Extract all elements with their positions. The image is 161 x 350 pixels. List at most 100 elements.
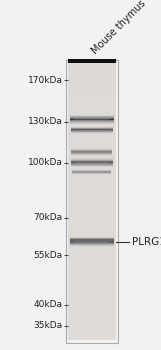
Bar — [68, 188, 116, 194]
Bar — [70, 245, 114, 246]
Bar — [68, 194, 116, 201]
Bar — [70, 119, 114, 120]
Bar — [68, 111, 116, 118]
Bar — [70, 242, 114, 243]
Bar — [68, 208, 116, 215]
Text: Mouse thymus: Mouse thymus — [90, 0, 147, 56]
Text: 70kDa: 70kDa — [33, 214, 63, 223]
Bar — [71, 132, 113, 133]
Bar — [71, 166, 113, 167]
Text: PLRG1: PLRG1 — [132, 237, 161, 247]
Bar — [68, 146, 116, 153]
Bar — [68, 284, 116, 291]
Bar — [68, 215, 116, 222]
Text: 55kDa: 55kDa — [33, 251, 63, 260]
Bar — [70, 237, 114, 238]
Bar — [68, 59, 116, 63]
Bar — [71, 127, 113, 128]
Bar — [68, 167, 116, 174]
Bar — [68, 160, 116, 167]
Bar — [71, 153, 112, 154]
Bar — [74, 241, 109, 243]
Bar — [70, 244, 114, 245]
Bar — [66, 60, 118, 343]
Bar — [68, 139, 116, 146]
Bar — [70, 118, 114, 119]
Bar — [70, 121, 114, 122]
Bar — [71, 133, 113, 134]
Bar — [75, 162, 109, 164]
Bar — [68, 250, 116, 257]
Bar — [70, 238, 114, 239]
Bar — [70, 238, 114, 239]
Bar — [74, 118, 109, 121]
Bar — [68, 63, 116, 340]
Bar — [68, 174, 116, 181]
Bar — [70, 123, 114, 124]
Bar — [68, 271, 116, 277]
Bar — [71, 164, 113, 165]
Bar — [68, 312, 116, 319]
Bar — [68, 118, 116, 125]
Bar — [68, 236, 116, 243]
Bar — [68, 264, 116, 270]
Bar — [70, 116, 114, 117]
Bar — [71, 150, 112, 151]
Bar — [68, 91, 116, 98]
Bar — [68, 98, 116, 105]
Bar — [71, 150, 112, 151]
Bar — [70, 246, 114, 247]
Bar — [70, 122, 114, 123]
Bar — [71, 152, 112, 153]
Bar — [68, 63, 116, 70]
Bar — [68, 319, 116, 326]
Bar — [68, 125, 116, 132]
Text: 130kDa: 130kDa — [28, 117, 63, 126]
Bar — [71, 160, 113, 161]
Bar — [71, 132, 113, 133]
Bar — [71, 155, 112, 156]
Bar — [68, 305, 116, 312]
Bar — [71, 154, 112, 155]
Bar — [68, 243, 116, 250]
Bar — [70, 242, 114, 243]
Bar — [68, 326, 116, 332]
Bar — [68, 84, 116, 91]
Bar — [70, 117, 114, 118]
Bar — [71, 165, 113, 166]
Bar — [71, 149, 112, 150]
Text: 170kDa: 170kDa — [28, 76, 63, 85]
Bar — [71, 163, 113, 164]
Bar — [70, 240, 114, 241]
Bar — [68, 70, 116, 77]
Text: 40kDa: 40kDa — [34, 300, 63, 309]
Bar — [71, 128, 113, 129]
Bar — [71, 131, 113, 132]
Bar — [70, 119, 114, 120]
Bar — [70, 243, 114, 244]
Bar — [68, 332, 116, 340]
Text: 35kDa: 35kDa — [33, 321, 63, 330]
Bar — [70, 120, 114, 121]
Bar — [68, 222, 116, 229]
Bar — [71, 162, 113, 163]
Bar — [68, 257, 116, 264]
Bar — [68, 277, 116, 284]
Text: 100kDa: 100kDa — [28, 158, 63, 167]
Bar — [71, 151, 112, 152]
Bar — [68, 229, 116, 236]
Bar — [70, 115, 114, 116]
Bar — [70, 241, 114, 242]
Bar — [68, 105, 116, 111]
Bar — [68, 298, 116, 305]
Bar — [75, 130, 109, 131]
Bar — [71, 164, 113, 165]
Bar — [68, 153, 116, 160]
Bar — [71, 161, 113, 162]
Bar — [71, 129, 113, 130]
Bar — [68, 181, 116, 188]
Bar — [68, 132, 116, 139]
Bar — [70, 239, 114, 240]
Bar — [71, 159, 113, 160]
Bar — [71, 151, 112, 152]
